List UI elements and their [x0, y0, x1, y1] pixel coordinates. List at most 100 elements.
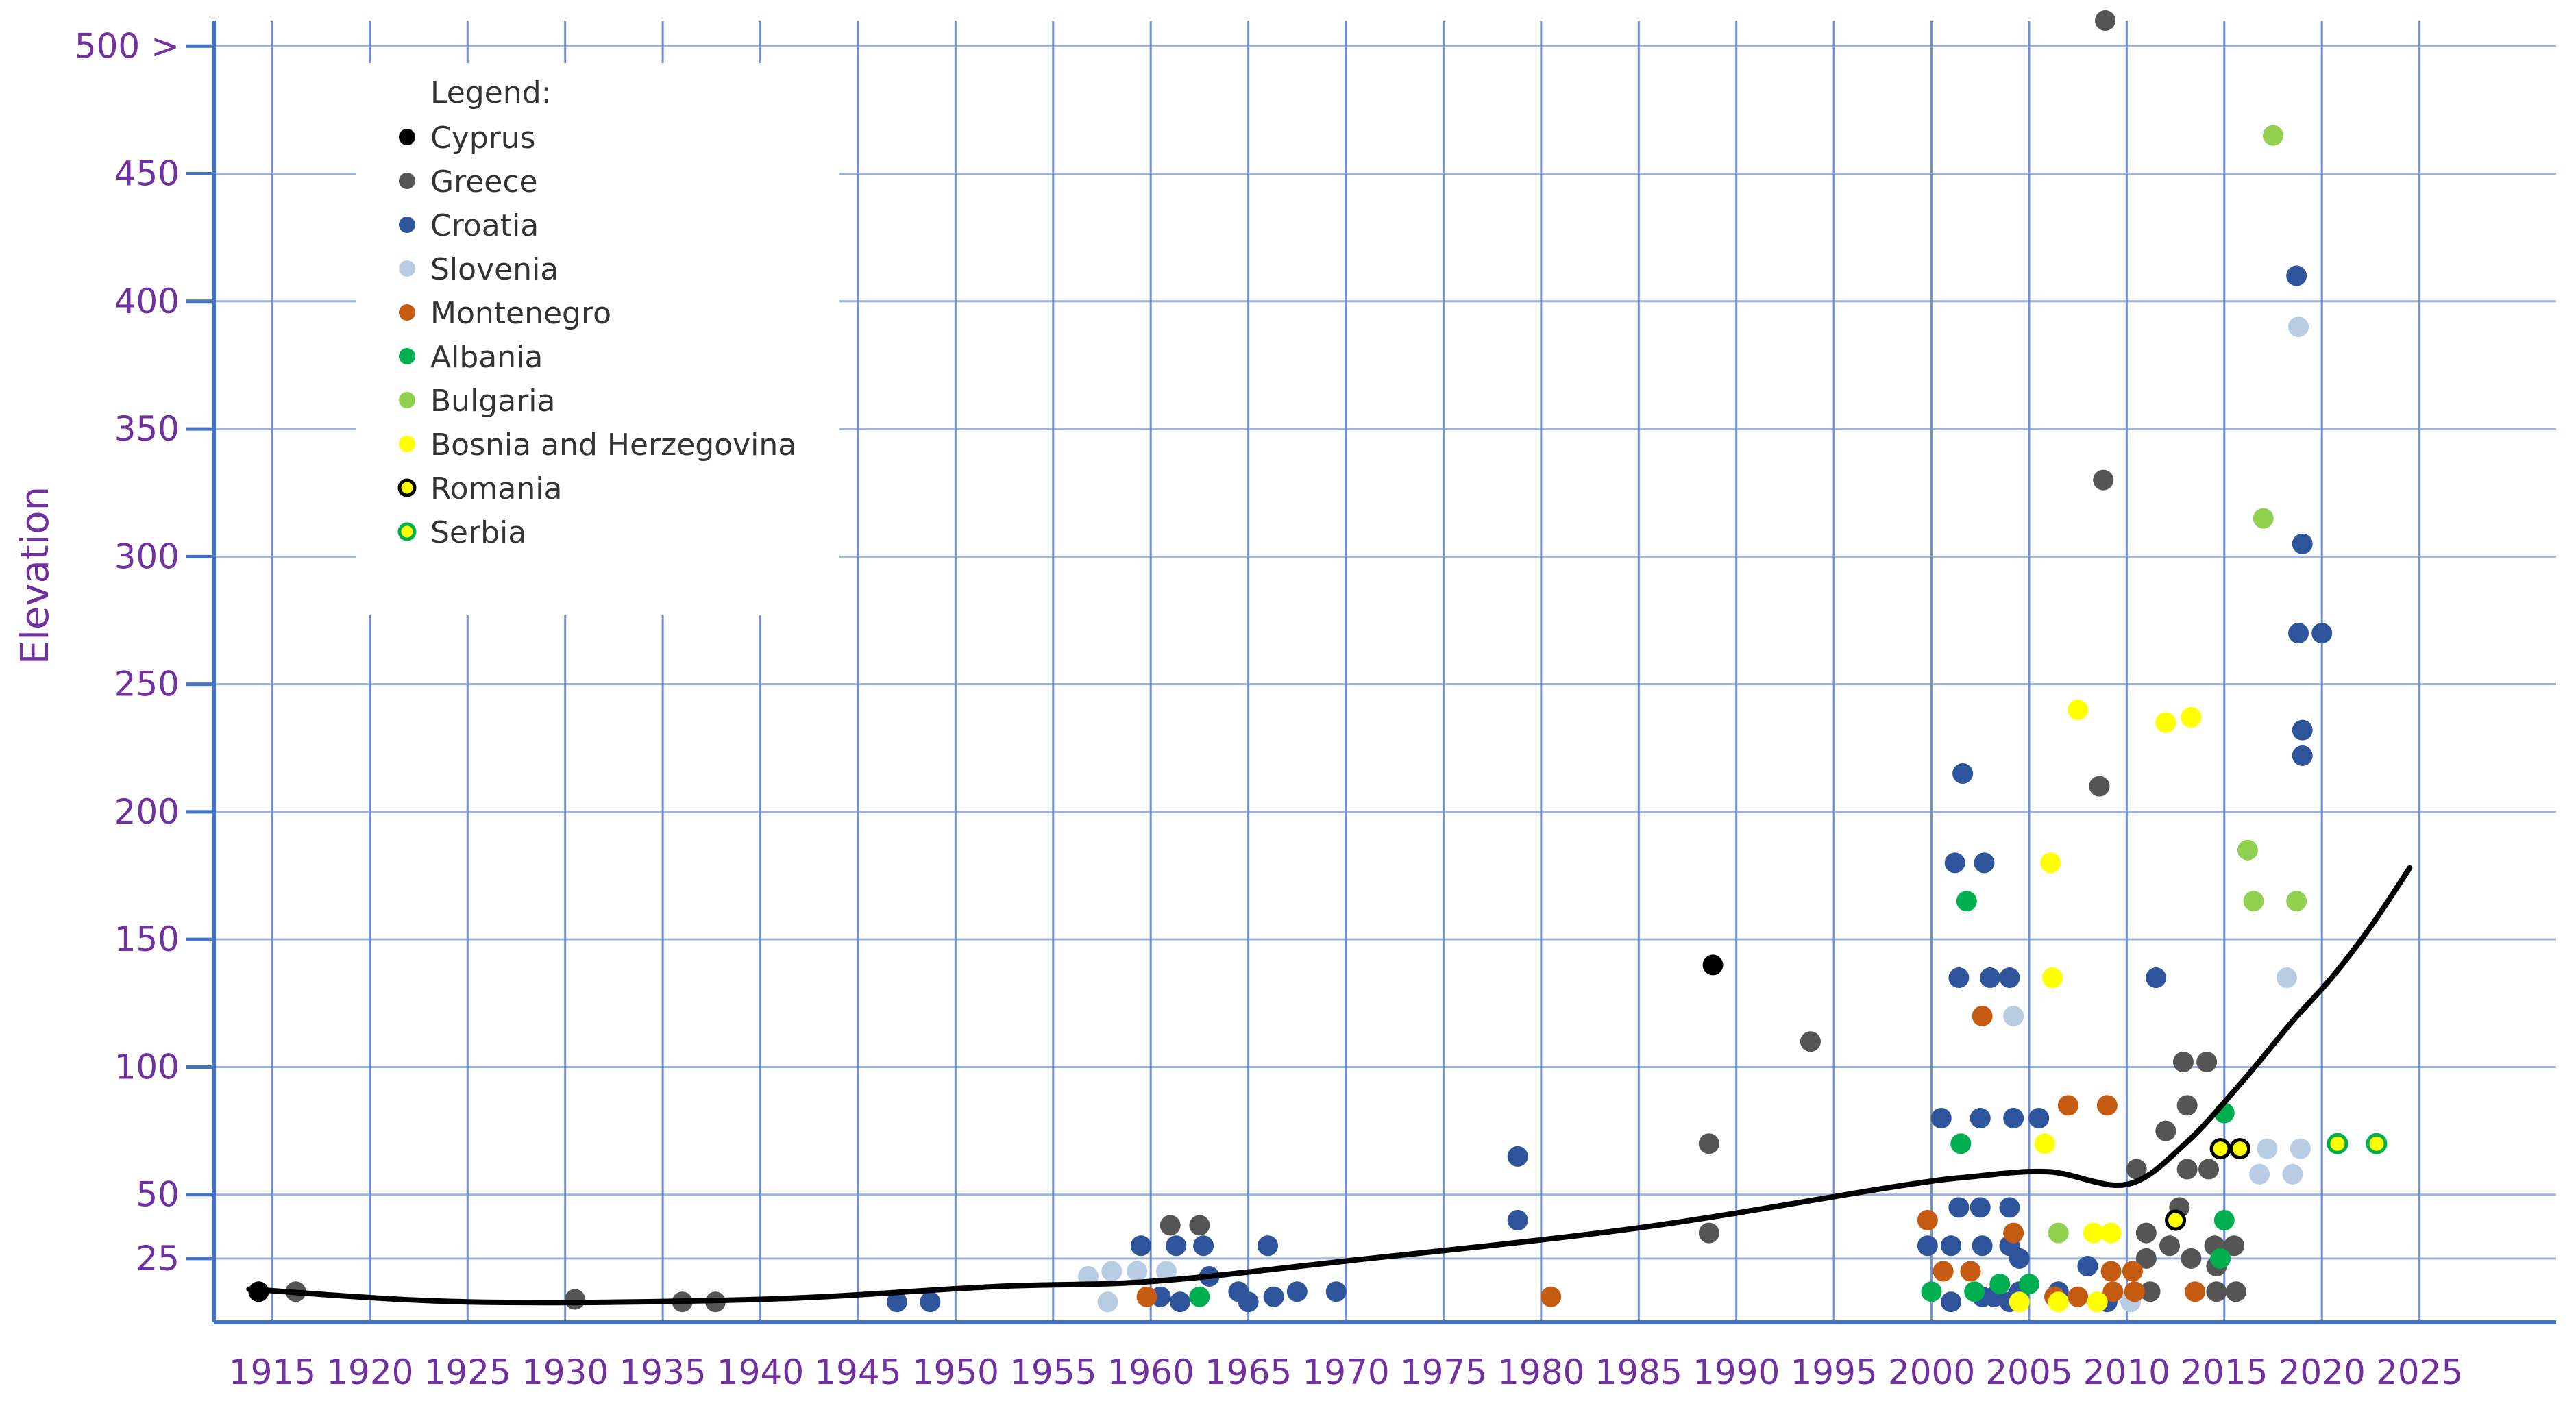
point-croatia-46 [2292, 745, 2313, 766]
point-slovenia-1 [1097, 1291, 1118, 1313]
point-greece-11 [2095, 10, 2116, 31]
legend-label-cyprus: Cyprus [430, 121, 536, 156]
point-montenegro-5 [1972, 1005, 1993, 1026]
point-croatia-35 [2003, 1107, 2024, 1128]
point-croatia-17 [1930, 1107, 1952, 1128]
point-slovenia-11 [2288, 317, 2309, 338]
point-greece-5 [1189, 1215, 1210, 1236]
legend-marker-croatia [399, 217, 415, 233]
x-tick-label-2010: 2010 [2083, 1352, 2170, 1392]
point-greece-1 [564, 1289, 585, 1310]
point-croatia-26 [1972, 1235, 1993, 1257]
point-slovenia-5 [2003, 1005, 2024, 1026]
legend-marker-bulgaria [399, 392, 415, 408]
y-tick-label-300: 300 [114, 536, 180, 576]
x-tick-label-2015: 2015 [2181, 1352, 2268, 1392]
point-bulgaria-0 [2048, 1222, 2069, 1244]
x-tick-label-1920: 1920 [326, 1352, 413, 1392]
point-greece-27 [2206, 1281, 2227, 1302]
y-tick-label-150: 150 [114, 919, 180, 959]
x-tick-label-1940: 1940 [717, 1352, 804, 1392]
point-montenegro-3 [1933, 1261, 1954, 1282]
legend-label-bosnia-and-herzegovina: Bosnia and Herzegovina [430, 428, 796, 462]
point-bosnia-and-herzegovina-6 [2083, 1222, 2104, 1244]
point-montenegro-6 [2003, 1222, 2024, 1244]
point-montenegro-10 [2096, 1095, 2118, 1116]
x-tick-label-1965: 1965 [1205, 1352, 1292, 1392]
x-tick-label-1925: 1925 [424, 1352, 511, 1392]
point-romania-1 [2209, 1138, 2231, 1160]
legend: Legend: Cyprus Greece Croatia Slovenia Monte… [356, 63, 839, 615]
point-bosnia-and-herzegovina-4 [2048, 1291, 2069, 1313]
point-croatia-29 [1979, 967, 2000, 989]
x-tick-label-2025: 2025 [2376, 1352, 2463, 1392]
point-albania-2 [1950, 1133, 1972, 1154]
point-bulgaria-4 [2262, 125, 2283, 146]
point-greece-22 [2181, 1248, 2202, 1269]
point-slovenia-2 [1101, 1261, 1123, 1282]
point-croatia-18 [1941, 1291, 1962, 1313]
point-croatia-12 [1286, 1281, 1308, 1302]
point-croatia-0 [886, 1291, 907, 1313]
point-croatia-44 [2288, 623, 2309, 644]
y-axis-label: Elevation [13, 486, 58, 665]
point-greece-19 [2172, 1052, 2194, 1072]
point-croatia-20 [1944, 852, 1965, 874]
point-croatia-36 [2009, 1248, 2030, 1269]
point-montenegro-0 [1136, 1286, 1157, 1307]
point-greece-20 [2176, 1095, 2198, 1116]
legend-label-serbia: Serbia [430, 515, 526, 550]
y-tick-label-100: 100 [114, 1047, 180, 1087]
point-bulgaria-3 [2253, 508, 2274, 529]
point-croatia-38 [2028, 1107, 2050, 1128]
point-croatia-11 [1263, 1286, 1284, 1307]
x-tick-label-1975: 1975 [1400, 1352, 1487, 1392]
point-montenegro-4 [1960, 1261, 1981, 1282]
x-tick-label-2000: 2000 [1888, 1352, 1975, 1392]
legend-items: Cyprus Greece Croatia Slovenia Montenegro Alb… [397, 121, 796, 550]
y-tick-label-25: 25 [136, 1239, 180, 1278]
legend-background [356, 63, 839, 615]
point-croatia-9 [1238, 1291, 1259, 1313]
point-croatia-5 [1169, 1291, 1190, 1313]
point-slovenia-12 [2290, 1138, 2311, 1159]
legend-label-montenegro: Montenegro [430, 296, 611, 331]
legend-marker-greece [399, 173, 415, 189]
y-tick-label-400: 400 [114, 282, 180, 321]
legend-marker-slovenia [399, 260, 415, 277]
point-montenegro-9 [2068, 1286, 2089, 1307]
y-tick-labels: 25 50 100 150 200 250 300 350 400 450 500 > [75, 26, 214, 1278]
point-croatia-45 [2292, 533, 2313, 554]
legend-label-bulgaria: Bulgaria [430, 384, 555, 419]
point-croatia-14 [1507, 1146, 1528, 1167]
point-croatia-1 [920, 1291, 941, 1313]
point-greece-13 [2135, 1248, 2157, 1269]
point-slovenia-3 [1127, 1261, 1148, 1282]
axes [212, 21, 2556, 1324]
point-albania-1 [1921, 1281, 1942, 1302]
x-tick-label-1960: 1960 [1107, 1352, 1194, 1392]
point-greece-24 [2198, 1159, 2219, 1180]
point-greece-21 [2176, 1159, 2198, 1180]
x-tick-labels: 1915 1920 1925 1930 1935 1940 1945 1950 1955 1960… [229, 1352, 2463, 1392]
point-croatia-34 [1999, 1197, 2020, 1218]
point-greece-8 [1800, 1031, 1821, 1052]
point-croatia-32 [1999, 967, 2020, 989]
point-croatia-23 [1952, 763, 1974, 784]
point-romania-2 [2229, 1138, 2251, 1160]
legend-marker-cyprus [399, 129, 415, 145]
point-bosnia-and-herzegovina-5 [2068, 699, 2089, 720]
point-croatia-22 [1948, 967, 1970, 989]
point-bulgaria-1 [2237, 839, 2258, 861]
gridlines [214, 21, 2556, 1322]
point-romania-0 [2165, 1209, 2187, 1231]
point-bosnia-and-herzegovina-3 [2042, 967, 2063, 989]
point-greece-9 [2089, 776, 2110, 797]
point-croatia-6 [1193, 1235, 1214, 1257]
point-croatia-43 [2286, 265, 2307, 286]
point-greece-17 [2159, 1235, 2181, 1257]
legend-label-greece: Greece [430, 164, 538, 199]
point-croatia-15 [1507, 1209, 1528, 1230]
x-tick-label-2020: 2020 [2279, 1352, 2366, 1392]
